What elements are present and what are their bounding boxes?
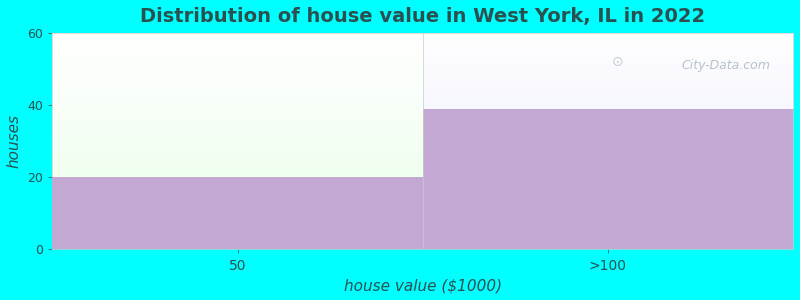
Bar xyxy=(422,109,793,250)
Bar xyxy=(53,177,422,250)
Y-axis label: houses: houses xyxy=(7,114,22,168)
Title: Distribution of house value in West York, IL in 2022: Distribution of house value in West York… xyxy=(140,7,706,26)
X-axis label: house value ($1000): house value ($1000) xyxy=(344,278,502,293)
Text: ⊙: ⊙ xyxy=(611,55,623,69)
Text: City-Data.com: City-Data.com xyxy=(682,59,771,72)
